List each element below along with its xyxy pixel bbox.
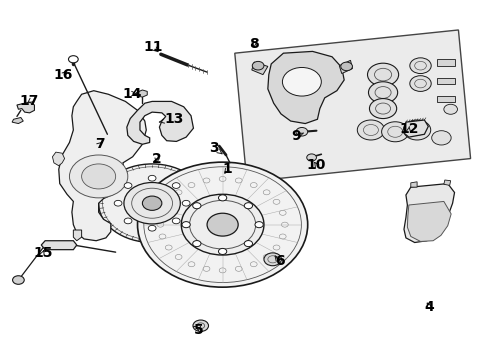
Polygon shape (402, 120, 427, 137)
Polygon shape (17, 102, 34, 113)
Text: 5: 5 (193, 323, 203, 337)
Polygon shape (41, 241, 77, 249)
Polygon shape (407, 202, 450, 242)
Text: 10: 10 (306, 158, 325, 172)
Polygon shape (267, 51, 344, 123)
Circle shape (114, 201, 122, 206)
Text: 15: 15 (33, 246, 52, 260)
Polygon shape (339, 60, 352, 73)
Text: 3: 3 (209, 141, 222, 155)
Text: 17: 17 (20, 94, 39, 108)
Text: 6: 6 (274, 255, 284, 269)
Bar (436, 96, 454, 102)
Circle shape (192, 240, 201, 247)
Circle shape (218, 195, 226, 201)
Text: 8: 8 (249, 37, 259, 50)
Circle shape (182, 201, 190, 206)
Circle shape (192, 203, 201, 209)
Circle shape (306, 154, 316, 161)
Circle shape (81, 164, 116, 189)
Circle shape (148, 175, 156, 181)
Circle shape (431, 131, 450, 145)
Polygon shape (59, 91, 146, 241)
Circle shape (137, 162, 307, 287)
Circle shape (409, 58, 430, 73)
Circle shape (172, 183, 180, 188)
Polygon shape (136, 90, 147, 97)
Circle shape (181, 194, 264, 255)
Circle shape (244, 240, 252, 247)
Circle shape (193, 320, 208, 332)
Circle shape (403, 120, 430, 140)
Circle shape (357, 120, 384, 140)
Text: 11: 11 (143, 40, 163, 54)
Text: 4: 4 (424, 300, 433, 314)
Circle shape (142, 196, 162, 210)
Circle shape (148, 225, 156, 231)
Polygon shape (73, 230, 81, 241)
Circle shape (182, 222, 190, 228)
Text: 14: 14 (122, 86, 141, 100)
Circle shape (369, 99, 396, 118)
Circle shape (68, 56, 78, 63)
Polygon shape (410, 182, 416, 187)
Circle shape (244, 203, 252, 209)
Polygon shape (234, 30, 469, 182)
Polygon shape (443, 180, 450, 185)
Polygon shape (403, 184, 454, 243)
Text: 13: 13 (159, 112, 184, 126)
Circle shape (368, 82, 397, 103)
Circle shape (69, 155, 127, 198)
Text: 12: 12 (398, 122, 418, 136)
Circle shape (409, 76, 430, 91)
Text: 9: 9 (290, 129, 303, 143)
Bar (436, 59, 454, 66)
Circle shape (124, 218, 132, 224)
Circle shape (123, 183, 180, 224)
Circle shape (367, 63, 398, 86)
Circle shape (295, 127, 307, 136)
Text: 7: 7 (95, 137, 104, 151)
Circle shape (282, 67, 321, 96)
Circle shape (381, 122, 408, 142)
Polygon shape (251, 62, 267, 75)
Circle shape (264, 253, 281, 266)
Circle shape (443, 104, 457, 114)
Circle shape (218, 248, 226, 255)
Text: 16: 16 (54, 68, 73, 82)
Circle shape (254, 222, 263, 228)
Circle shape (124, 183, 132, 188)
Text: 2: 2 (152, 152, 162, 166)
Circle shape (172, 218, 180, 224)
Circle shape (252, 62, 264, 70)
Circle shape (99, 164, 205, 243)
Polygon shape (52, 152, 64, 166)
Circle shape (340, 62, 352, 71)
Polygon shape (12, 117, 23, 123)
Polygon shape (126, 102, 193, 144)
Circle shape (13, 276, 24, 284)
Bar (436, 78, 454, 84)
Circle shape (206, 213, 238, 236)
Text: 1: 1 (222, 162, 232, 176)
